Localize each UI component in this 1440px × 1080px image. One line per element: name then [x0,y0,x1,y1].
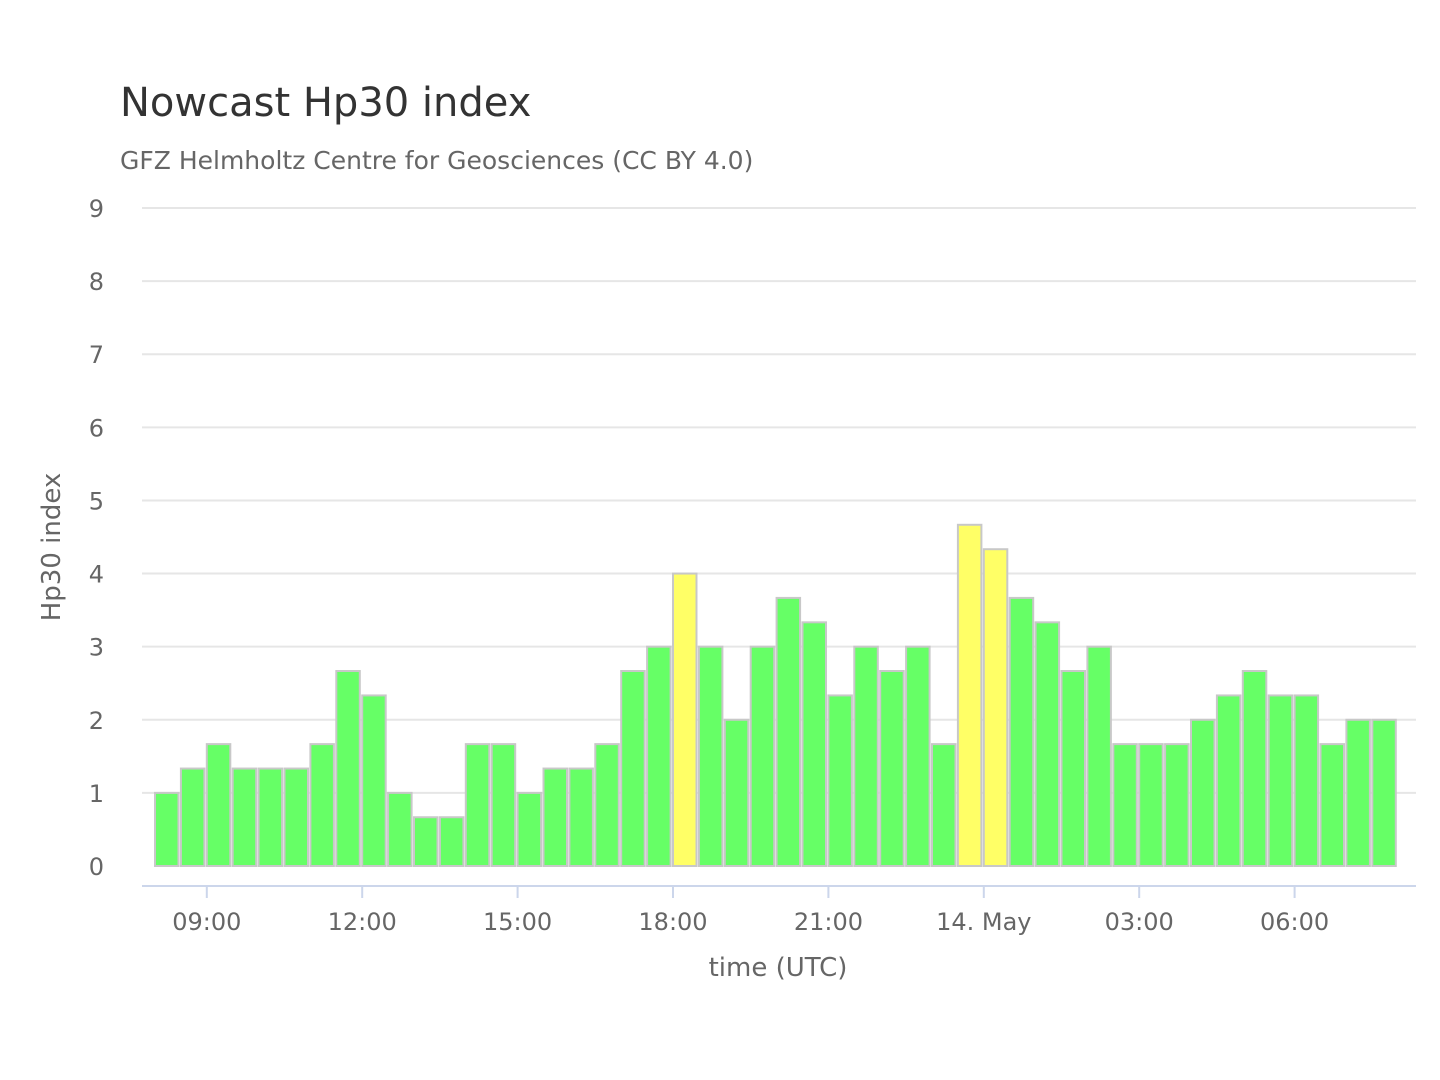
bar [154,791,180,868]
chart-subtitle: GFZ Helmholtz Centre for Geosciences (CC… [120,146,753,175]
bar [749,645,776,868]
bar [231,767,258,868]
bar [723,718,750,867]
bar [1034,621,1061,868]
y-axis-ticks: 0 1 2 3 4 5 6 7 8 9 [89,195,104,881]
bar [335,670,361,868]
y-tick-label: 6 [89,414,104,442]
bar [387,791,413,868]
y-tick-label: 9 [89,195,104,223]
bar [542,767,568,868]
bar [464,743,491,867]
x-tick-label: 14. May [936,908,1031,936]
bar [931,743,957,867]
bar [827,694,853,867]
y-tick-label: 0 [89,853,104,881]
bar [257,767,284,868]
y-tick-label: 5 [89,487,104,515]
bar [982,548,1009,867]
bar [361,694,387,867]
y-tick-label: 4 [89,561,104,589]
bar [1371,718,1397,867]
bar [1164,743,1190,867]
y-tick-label: 8 [89,268,104,296]
x-axis-title: time (UTC) [709,953,848,983]
bar [1215,694,1242,867]
y-tick-label: 3 [89,634,104,662]
x-tick-label: 15:00 [483,908,552,936]
x-axis-ticks: 09:00 12:00 15:00 18:00 21:00 14. May 03:00 06:… [172,886,1329,936]
bar [516,791,543,868]
bar [879,670,905,868]
y-tick-label: 1 [89,780,104,808]
y-axis-title: Hp30 index [37,473,67,622]
bar [905,645,931,868]
bar [179,767,206,868]
bar [646,645,672,868]
bar [853,645,879,868]
bar [956,523,983,868]
x-tick-label: 21:00 [794,908,863,936]
chart-title: Nowcast Hp30 index [120,80,531,126]
x-tick-label: 03:00 [1105,908,1174,936]
bar [438,816,465,867]
bar [283,767,309,868]
bar [1345,718,1371,867]
bar [1112,743,1138,867]
bar-series [154,523,1397,868]
bar [1267,694,1294,867]
y-tick-label: 7 [89,341,104,369]
bar [1293,694,1320,867]
bar [1138,743,1164,867]
bar [205,743,232,867]
bar [568,767,594,868]
y-tick-label: 2 [89,707,104,735]
bar [490,743,517,867]
x-tick-label: 12:00 [328,908,397,936]
bar [672,572,698,867]
x-tick-label: 06:00 [1260,908,1329,936]
bar [1241,670,1268,868]
bar [1319,743,1345,867]
bar [697,645,724,868]
bar [1060,670,1086,868]
bar [1086,645,1112,868]
bar [775,596,802,867]
bar [801,621,827,868]
x-tick-label: 18:00 [638,908,707,936]
bar [1190,718,1216,867]
bar [309,743,335,867]
x-tick-label: 09:00 [172,908,241,936]
bar [620,670,646,868]
bar [594,743,620,867]
bar [1008,596,1035,867]
bar [413,816,439,867]
